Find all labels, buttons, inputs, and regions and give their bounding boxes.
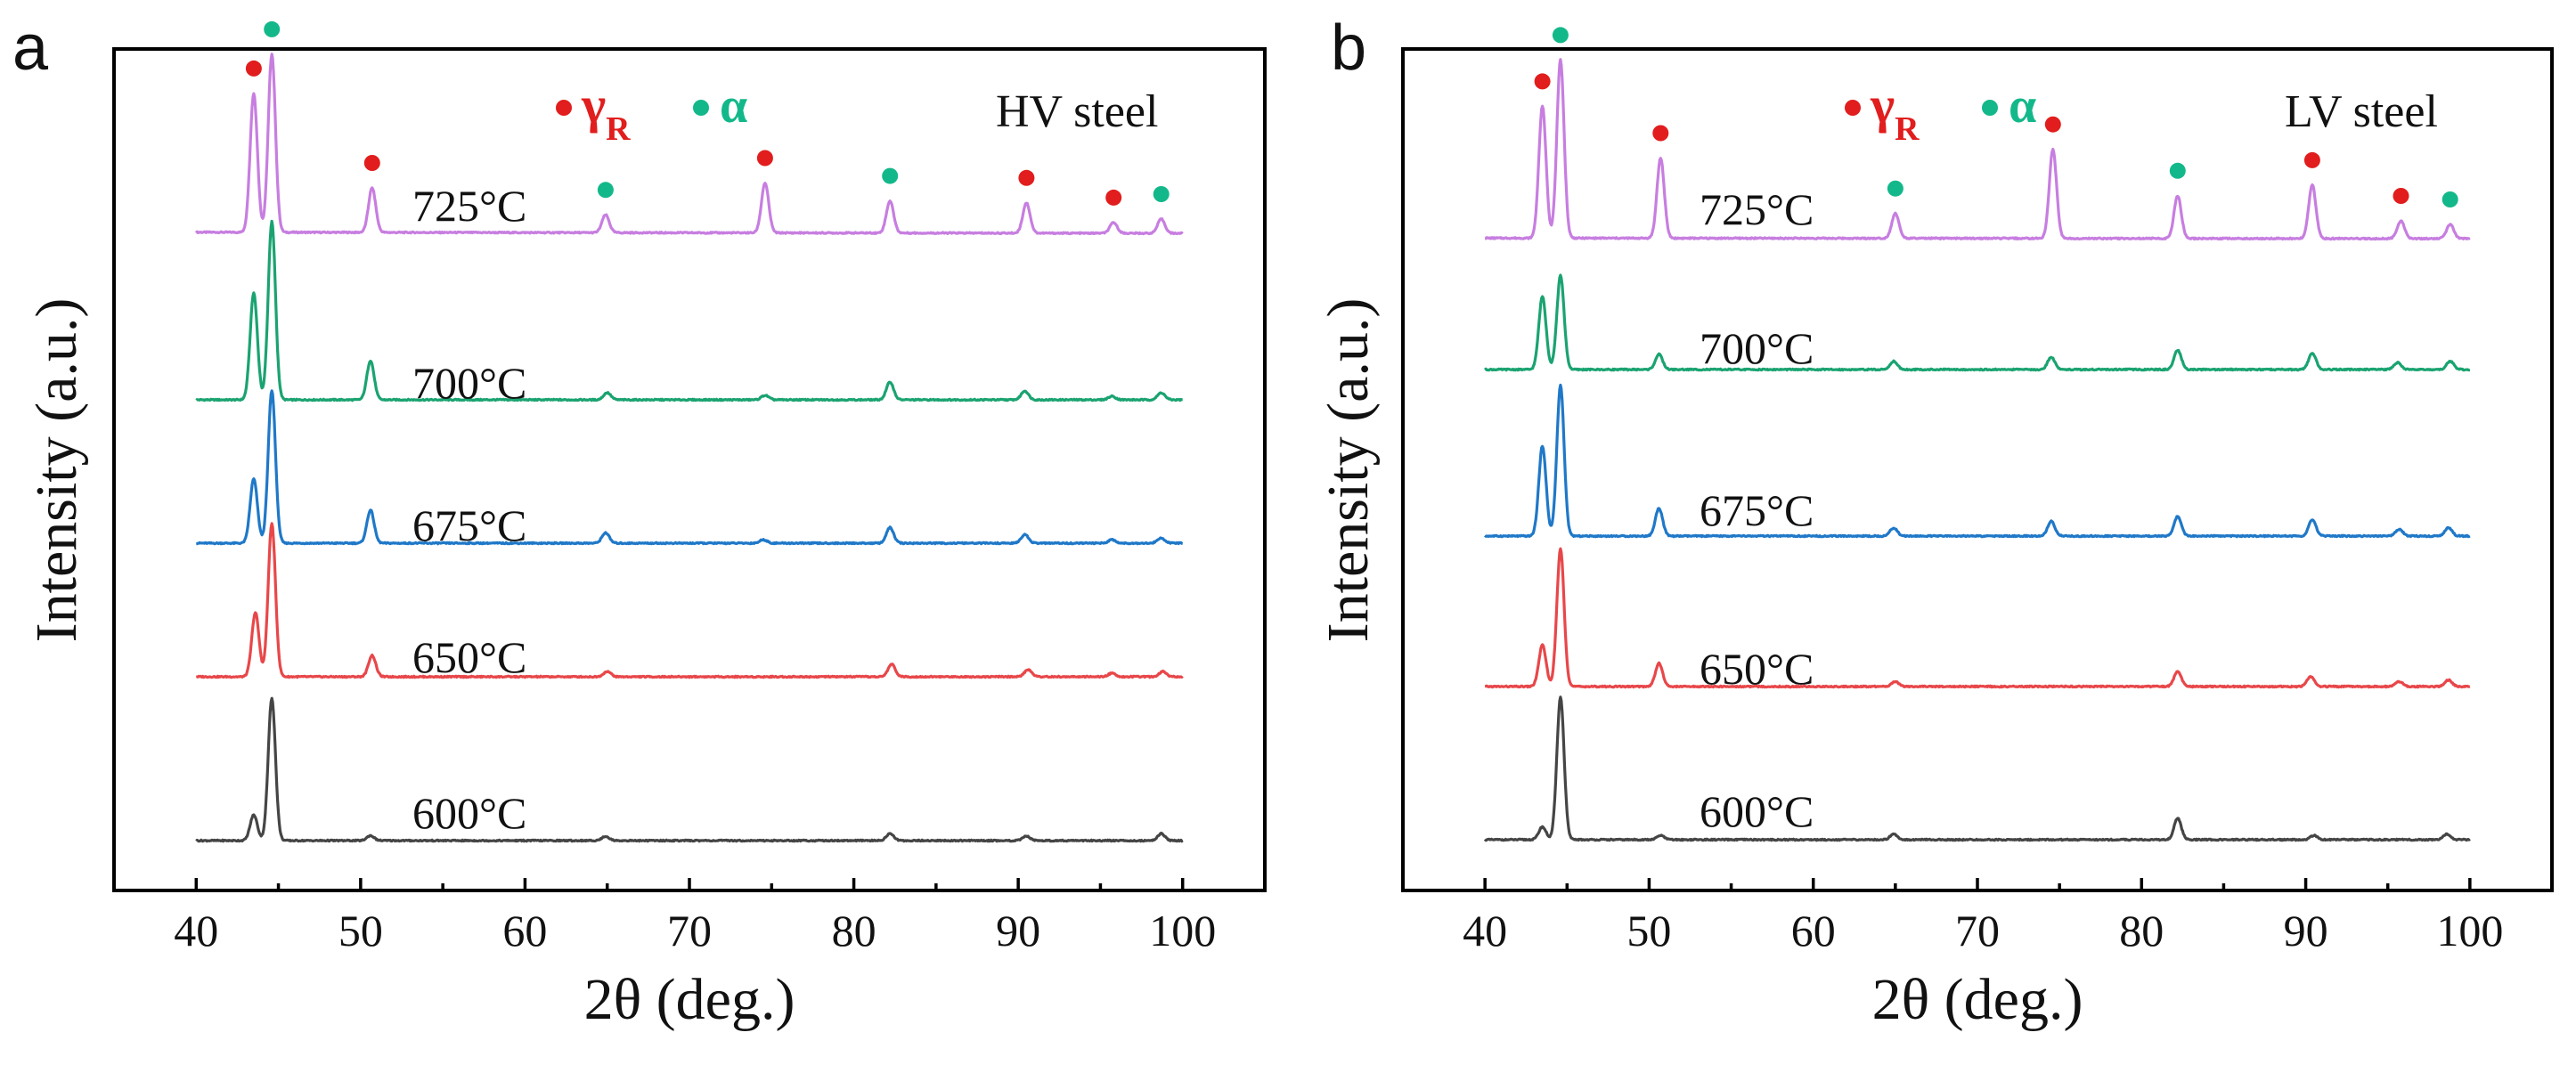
panel-a-traces [194, 53, 1184, 843]
x-tick-label: 80 [2119, 906, 2164, 955]
gamma-peak-marker [245, 60, 262, 77]
alpha-peak-marker [597, 182, 614, 199]
panel-a-y-axis-label: Intensity (a.u.) [24, 298, 89, 643]
x-tick-label: 90 [2284, 906, 2328, 955]
temp-label-650: 650°C [412, 632, 526, 682]
legend-gamma-label: γR [1870, 76, 1920, 148]
x-tick-label: 100 [2436, 906, 2503, 955]
trace-675C [195, 389, 1184, 546]
x-tick-label: 90 [996, 906, 1040, 955]
panel-b-lv-steel: b 40 50 60 70 80 90 100 γR α LV steel 725°C 70… [1316, 12, 2554, 1032]
temp-label-675: 675°C [412, 500, 526, 550]
gamma-peak-marker [756, 150, 773, 167]
panel-a-steel-title: HV steel [996, 86, 1158, 137]
panel-a-peak-markers [245, 20, 1170, 206]
x-tick-label: 50 [338, 906, 383, 955]
temp-label-675: 675°C [1700, 485, 1814, 535]
x-tick-label: 70 [1955, 906, 2000, 955]
panel-b-x-ticks: 40 50 60 70 80 90 100 [1463, 878, 2503, 955]
trace-725C [1484, 58, 2471, 241]
alpha-peak-marker [2169, 162, 2186, 179]
gamma-peak-marker [363, 155, 380, 171]
panel-a-legend: γR α [556, 76, 747, 148]
temp-label-600: 600°C [1700, 786, 1814, 836]
x-tick-label: 40 [174, 906, 218, 955]
alpha-peak-marker [882, 167, 899, 184]
x-tick-label: 80 [832, 906, 876, 955]
temp-label-725: 725°C [1700, 184, 1814, 234]
trace-650C [1484, 547, 2471, 689]
gamma-peak-marker [2303, 151, 2320, 168]
panel-a-letter: a [12, 12, 49, 84]
x-tick-label: 40 [1463, 906, 1507, 955]
temp-label-650: 650°C [1700, 644, 1814, 694]
panel-b-peak-markers [1534, 27, 2458, 207]
temp-label-700: 700°C [412, 358, 526, 408]
trace-675C [1484, 383, 2471, 539]
x-tick-label: 70 [667, 906, 712, 955]
temp-label-725: 725°C [412, 181, 526, 231]
panel-a-hv-steel: a 40 50 60 70 80 90 100 γR α HV steel 725°C 70… [12, 12, 1267, 1032]
trace-700C [1484, 273, 2471, 372]
panel-a-x-axis-label: 2θ (deg.) [584, 967, 795, 1032]
gamma-peak-marker [1018, 169, 1035, 186]
panel-b-traces [1483, 58, 2471, 842]
legend-alpha-label: α [2009, 78, 2036, 134]
trace-725C [194, 53, 1184, 236]
gamma-peak-marker [2044, 116, 2061, 133]
legend-gamma-dot [1845, 100, 1861, 116]
gamma-peak-marker [1652, 125, 1669, 142]
legend-alpha-dot [1982, 100, 1998, 116]
trace-600C [1483, 695, 2471, 842]
temp-label-600: 600°C [412, 788, 526, 838]
alpha-peak-marker [1153, 186, 1170, 202]
legend-gamma-label: γR [581, 76, 631, 148]
x-tick-label: 50 [1626, 906, 1671, 955]
legend-alpha-dot [693, 100, 709, 116]
alpha-peak-marker [264, 20, 281, 37]
x-tick-label: 60 [502, 906, 547, 955]
legend-gamma-dot [556, 100, 572, 116]
panel-b-steel-title: LV steel [2285, 86, 2438, 137]
alpha-peak-marker [1887, 180, 1903, 197]
panel-b-legend: γR α [1845, 76, 2036, 148]
alpha-peak-marker [2441, 191, 2458, 207]
x-tick-label: 100 [1149, 906, 1216, 955]
gamma-peak-marker [1105, 189, 1122, 206]
temp-label-700: 700°C [1700, 323, 1814, 373]
trace-650C [195, 522, 1184, 679]
panel-b-plot-frame [1401, 47, 2554, 892]
trace-600C [195, 696, 1184, 843]
trace-700C [195, 219, 1184, 402]
panel-a-x-ticks: 40 50 60 70 80 90 100 [174, 878, 1216, 955]
gamma-peak-marker [2393, 188, 2409, 204]
alpha-peak-marker [1552, 27, 1569, 44]
panel-b-x-axis-label: 2θ (deg.) [1872, 967, 2083, 1032]
panel-b-letter: b [1331, 12, 1366, 84]
panel-a-plot-frame [112, 47, 1267, 892]
legend-alpha-label: α [720, 78, 747, 134]
panel-b-y-axis-label: Intensity (a.u.) [1316, 298, 1381, 643]
x-tick-label: 60 [1791, 906, 1836, 955]
gamma-peak-marker [1534, 73, 1551, 90]
